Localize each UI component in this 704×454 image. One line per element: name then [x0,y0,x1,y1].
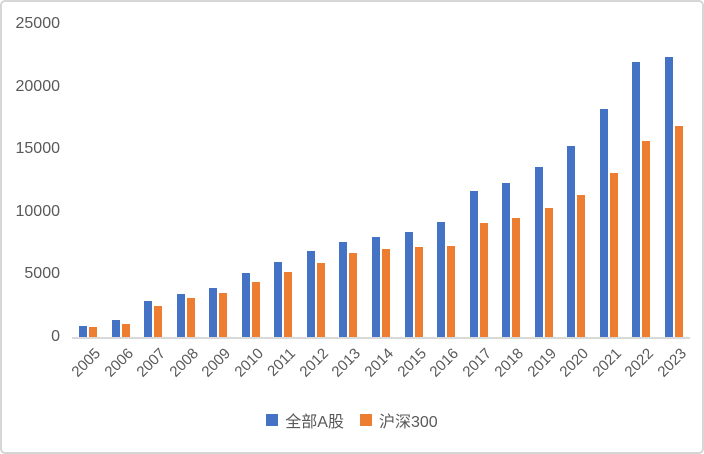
y-axis-tick-label: 5000 [24,265,60,283]
x-axis-tick-label: 2018 [491,345,528,381]
x-axis-line [72,337,690,339]
x-axis-tick-label: 2017 [459,345,496,381]
x-axis-tick-label: 2019 [524,345,561,381]
y-axis-tick-label: 0 [51,328,60,345]
bar-沪深300-2006 [122,324,130,337]
legend-label-all-a-shares: 全部A股 [285,414,344,431]
bar-全部A股-2017 [470,191,478,337]
bar-沪深300-2022 [642,141,650,337]
bar-全部A股-2016 [437,222,445,337]
bar-全部A股-2012 [307,251,315,337]
bar-全部A股-2020 [567,146,575,337]
x-axis-tick-label: 2009 [198,345,235,381]
bar-全部A股-2018 [502,183,510,337]
legend-item-csi300: 沪深300 [359,408,438,432]
bar-全部A股-2014 [372,237,380,337]
x-axis-tick-label: 2008 [166,345,203,381]
x-axis-tick-label: 2023 [654,345,691,381]
y-axis-tick-label: 10000 [15,202,61,220]
x-axis-tick-label: 2010 [231,345,268,381]
legend: 全部A股 沪深300 [2,408,702,432]
legend-label-csi300: 沪深300 [378,414,438,431]
bar-沪深300-2019 [545,208,553,337]
bar-全部A股-2007 [144,301,152,337]
bar-沪深300-2013 [349,253,357,337]
bar-沪深300-2017 [480,223,488,337]
x-axis-tick-label: 2013 [328,345,365,381]
bar-全部A股-2022 [632,62,640,337]
bar-全部A股-2010 [242,273,250,337]
bar-沪深300-2007 [154,306,162,337]
bar-全部A股-2015 [405,232,413,337]
legend-item-all-a-shares: 全部A股 [266,408,344,432]
bar-全部A股-2023 [665,57,673,337]
bar-沪深300-2008 [187,298,195,337]
bar-沪深300-2011 [284,272,292,337]
bar-沪深300-2018 [512,218,520,337]
bar-全部A股-2021 [600,109,608,337]
x-axis-tick-label: 2012 [296,345,333,381]
legend-swatch-orange-icon [359,414,372,426]
bar-全部A股-2008 [177,294,185,337]
bar-全部A股-2011 [274,262,282,337]
bar-沪深300-2020 [577,195,585,337]
x-axis-tick-label: 2014 [361,345,398,381]
bar-沪深300-2010 [252,282,260,337]
bar-全部A股-2009 [209,288,217,337]
bar-沪深300-2014 [382,249,390,337]
x-axis-tick-label: 2007 [133,345,170,381]
legend-swatch-blue-icon [266,414,279,426]
bar-沪深300-2009 [219,293,227,337]
bar-全部A股-2006 [112,320,120,337]
y-axis-tick-label: 20000 [15,77,61,95]
bar-全部A股-2005 [79,326,87,337]
x-axis-tick-label: 2020 [556,345,593,381]
y-axis-tick-label: 25000 [15,15,61,32]
x-axis-tick-label: 2006 [101,345,138,381]
bar-全部A股-2019 [535,167,543,337]
x-axis-tick-label: 2011 [264,345,300,380]
bar-沪深300-2023 [675,126,683,337]
bar-沪深300-2016 [447,246,455,337]
bar-沪深300-2005 [89,327,97,337]
x-axis-tick-label: 2015 [394,345,431,381]
bar-沪深300-2012 [317,263,325,337]
bar-全部A股-2013 [339,242,347,337]
x-axis-tick-label: 2005 [68,345,105,381]
bar-沪深300-2015 [415,247,423,337]
x-axis-tick-label: 2021 [589,345,626,381]
y-axis-tick-label: 15000 [15,140,61,158]
x-axis-tick-label: 2022 [621,345,658,381]
x-axis-tick-label: 2016 [426,345,463,381]
bar-沪深300-2021 [610,173,618,337]
